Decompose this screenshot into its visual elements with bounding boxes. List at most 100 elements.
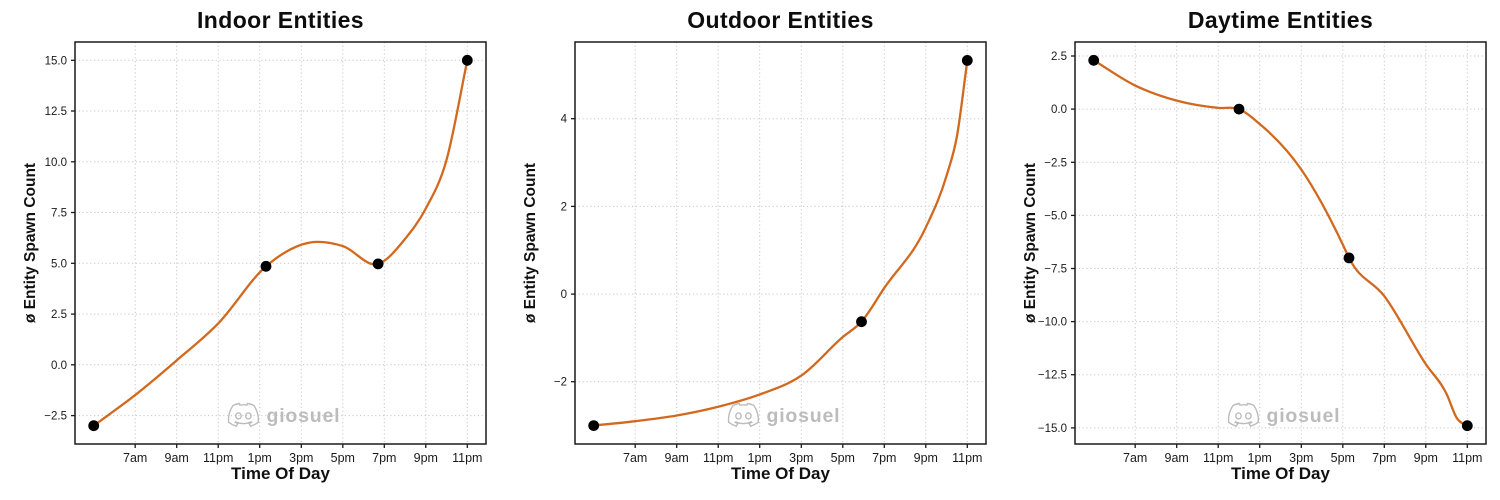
y-tick-label: 0: [561, 289, 567, 301]
y-tick-label: −2: [554, 377, 567, 389]
axis-ticks: [1071, 55, 1468, 448]
y-tick-label: 2.5: [1051, 51, 1067, 63]
chart-indoor-entities: giosuel 7am 9am 11pm 1pm 3pm 5pm 7pm 9pm 11pm 15.0…: [0, 0, 500, 500]
y-tick-label: −2.5: [44, 411, 67, 423]
x-tick-label: 9pm: [414, 451, 438, 465]
x-tick-label: 1pm: [748, 451, 772, 465]
x-tick-label: 9am: [665, 451, 689, 465]
plot-border: [1074, 41, 1487, 445]
y-tick-label: −15.0: [1038, 423, 1067, 435]
chart-title: Daytime Entities: [1187, 7, 1374, 33]
chart-title: Indoor Entities: [197, 7, 364, 33]
chart-daytime-canvas: giosuel 7am 9am 11pm 1pm 3pm 5pm 7pm 9pm 11pm 2.5 0…: [1038, 41, 1487, 465]
data-point: [260, 260, 272, 272]
y-tick-label: 5.0: [51, 258, 67, 270]
x-tick-label: 5pm: [331, 451, 355, 465]
watermark: giosuel: [1227, 402, 1341, 427]
chart-indoor-canvas: giosuel 7am 9am 11pm 1pm 3pm 5pm 7pm 9pm 11pm 15.0…: [44, 41, 487, 465]
plot-border: [74, 41, 487, 445]
y-tick-label: −10.0: [1038, 317, 1067, 329]
y-tick-label: 2.5: [51, 309, 67, 321]
discord-icon: [227, 402, 260, 427]
watermark-text: giosuel: [267, 405, 341, 427]
x-tick-label: 7am: [1123, 451, 1147, 465]
x-tick-label: 5pm: [1331, 451, 1355, 465]
watermark: giosuel: [227, 402, 341, 427]
y-tick-label: 10.0: [45, 157, 67, 169]
watermark-text: giosuel: [767, 405, 841, 427]
y-tick-label: −7.5: [1044, 264, 1067, 276]
trend-line: [592, 59, 969, 427]
tick-labels: 7am 9am 11pm 1pm 3pm 5pm 7pm 9pm 11pm 4 2 0 −2: [554, 114, 983, 465]
x-tick-label: 11pm: [1452, 451, 1482, 465]
tick-labels: 7am 9am 11pm 1pm 3pm 5pm 7pm 9pm 11pm 2.5 0.0 −2.5 −…: [1038, 51, 1483, 465]
x-tick-label: 7pm: [372, 451, 396, 465]
x-tick-label: 5pm: [831, 451, 855, 465]
chart-outdoor-canvas: giosuel 7am 9am 11pm 1pm 3pm 5pm 7pm 9pm 11pm 4 2 0 −…: [554, 41, 987, 465]
y-tick-label: 2: [561, 201, 567, 213]
x-tick-label: 1pm: [1248, 451, 1272, 465]
x-tick-label: 11pm: [452, 451, 482, 465]
grid: [75, 42, 486, 444]
data-points: [1088, 54, 1473, 432]
y-tick-label: 12.5: [45, 106, 67, 118]
watermark: giosuel: [727, 402, 841, 427]
data-point: [588, 420, 600, 431]
x-tick-label: 1pm: [248, 451, 272, 465]
y-tick-label: −5.0: [1044, 210, 1067, 222]
trend-line: [1092, 59, 1469, 427]
data-point: [88, 420, 100, 432]
y-tick-label: 7.5: [51, 208, 67, 220]
data-points: [588, 55, 973, 431]
x-tick-label: 11pm: [952, 451, 982, 465]
data-points: [88, 54, 473, 432]
discord-icon: [1227, 402, 1260, 427]
chart-title: Outdoor Entities: [687, 7, 874, 33]
x-axis-label: Time Of Day: [731, 464, 830, 483]
y-axis-label: ø Entity Spawn Count: [22, 162, 39, 324]
data-point: [961, 55, 973, 66]
tick-labels: 7am 9am 11pm 1pm 3pm 5pm 7pm 9pm 11pm 15.0 12.5 10.…: [44, 55, 482, 465]
y-tick-label: 0.0: [1051, 104, 1067, 116]
x-tick-label: 9pm: [1414, 451, 1438, 465]
data-point: [372, 258, 384, 270]
watermark-text: giosuel: [1267, 405, 1341, 427]
grid: [575, 42, 986, 444]
grid: [1075, 42, 1486, 444]
y-tick-label: −12.5: [1038, 370, 1067, 382]
axis-ticks: [71, 59, 468, 448]
y-tick-label: 0.0: [51, 360, 67, 372]
chart-outdoor-entities: giosuel 7am 9am 11pm 1pm 3pm 5pm 7pm 9pm 11pm 4 2 0 −…: [500, 0, 1000, 500]
y-tick-label: 4: [561, 114, 568, 126]
x-axis-label: Time Of Day: [1231, 464, 1330, 483]
x-tick-label: 11pm: [703, 451, 733, 465]
x-tick-label: 3pm: [289, 451, 313, 465]
x-tick-label: 3pm: [1289, 451, 1313, 465]
x-tick-label: 11pm: [1203, 451, 1233, 465]
discord-icon: [727, 402, 760, 427]
data-point: [1343, 252, 1355, 264]
data-point: [461, 54, 473, 66]
data-point: [1461, 420, 1473, 432]
plot-border: [574, 41, 987, 445]
y-tick-label: 15.0: [45, 55, 67, 67]
data-point: [856, 316, 867, 328]
x-tick-label: 9am: [1165, 451, 1189, 465]
y-axis-label: ø Entity Spawn Count: [1022, 162, 1039, 324]
x-tick-label: 7am: [123, 451, 147, 465]
data-point: [1233, 103, 1245, 115]
trend-line: [92, 59, 469, 427]
x-axis-label: Time Of Day: [231, 464, 330, 483]
x-tick-label: 11pm: [203, 451, 233, 465]
data-point: [1088, 54, 1100, 66]
chart-daytime-entities: giosuel 7am 9am 11pm 1pm 3pm 5pm 7pm 9pm 11pm 2.5 0…: [1000, 0, 1500, 500]
y-tick-label: −2.5: [1044, 157, 1067, 169]
x-tick-label: 7am: [623, 451, 647, 465]
x-tick-label: 7pm: [1372, 451, 1396, 465]
axis-ticks: [571, 118, 968, 448]
x-tick-label: 9am: [165, 451, 189, 465]
x-tick-label: 3pm: [789, 451, 813, 465]
x-tick-label: 7pm: [872, 451, 896, 465]
y-axis-label: ø Entity Spawn Count: [522, 162, 539, 324]
